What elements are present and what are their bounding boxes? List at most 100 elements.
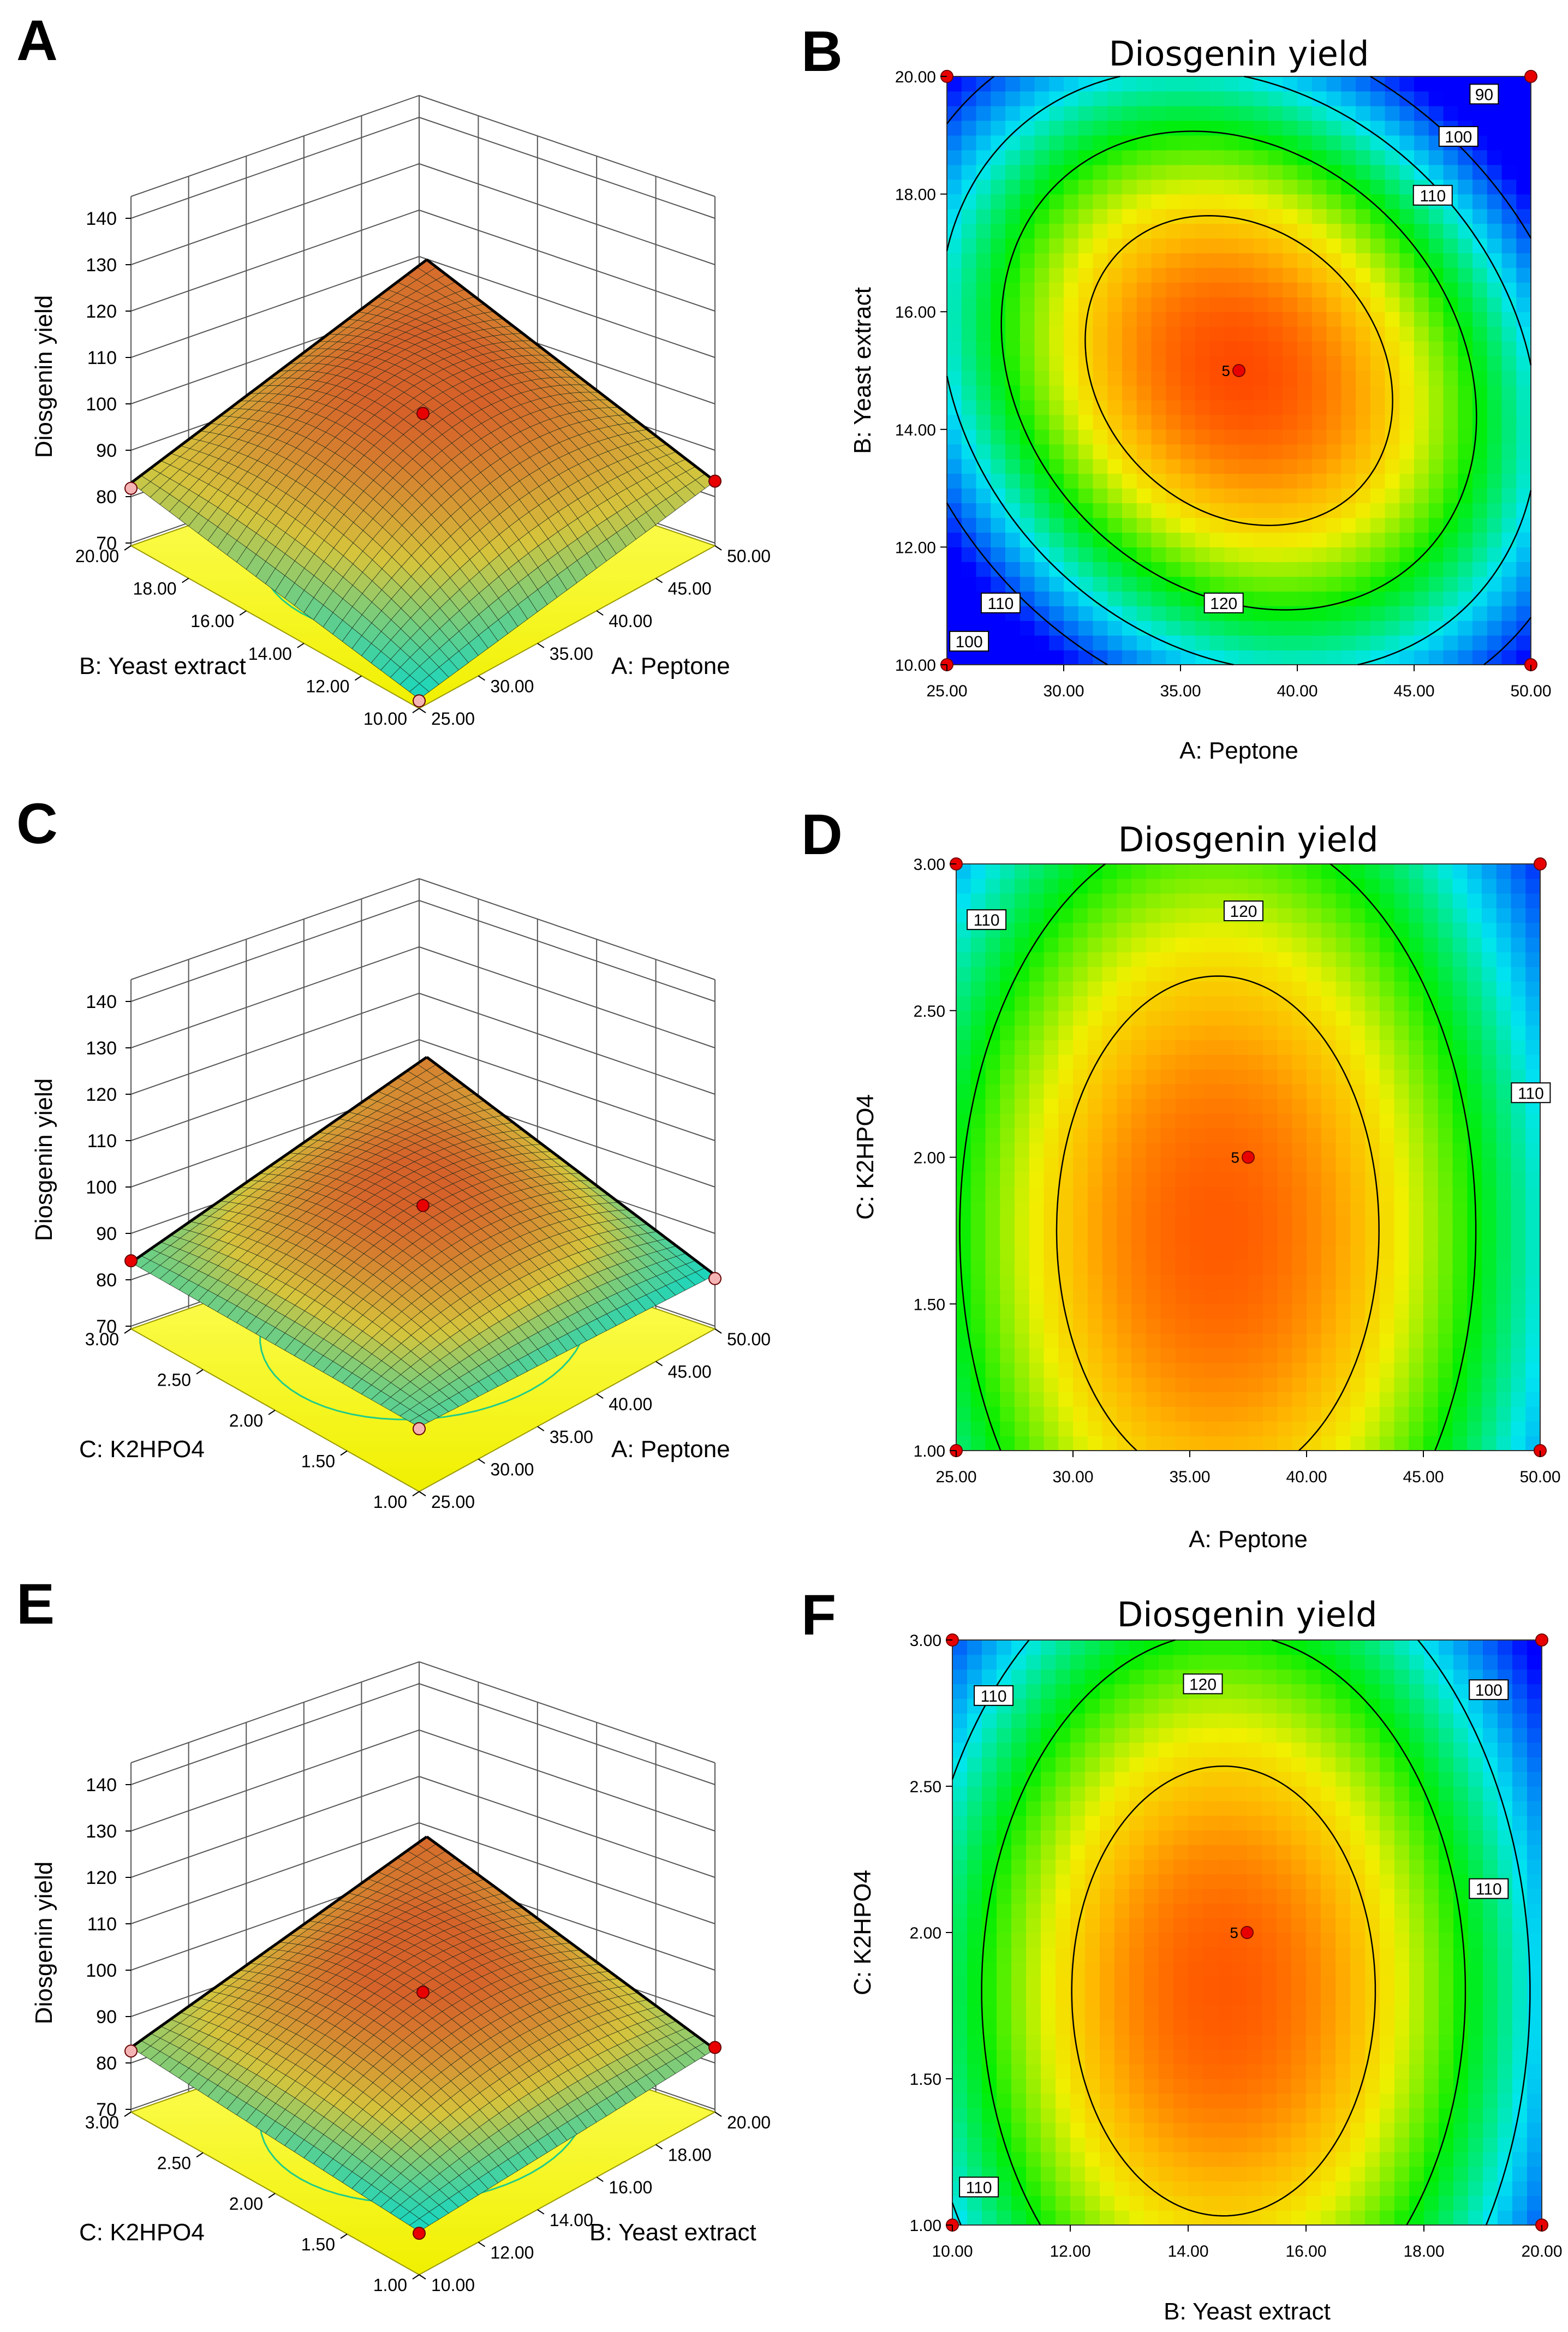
heatmap-cell [1093, 429, 1108, 445]
heatmap-cell [1356, 194, 1371, 210]
heatmap-cell [1020, 135, 1035, 151]
heatmap-cell [1049, 458, 1064, 474]
contour-label: 120 [1210, 595, 1237, 613]
heatmap-cell [1458, 297, 1473, 312]
heatmap-cell [970, 1216, 986, 1231]
heatmap-cell [1136, 591, 1152, 606]
heatmap-cell [1443, 371, 1458, 386]
heatmap-cell [1166, 326, 1181, 342]
right-tick-mark [478, 2241, 485, 2247]
heatmap-cell [1311, 429, 1327, 445]
heatmap-cell [1015, 893, 1030, 909]
heatmap-cell [976, 356, 991, 371]
heatmap-cell [976, 150, 991, 165]
heatmap-cell [1073, 1304, 1088, 1319]
heatmap-cell [1136, 312, 1152, 327]
heatmap-cell [1297, 576, 1313, 592]
heatmap-cell [1458, 164, 1473, 180]
heatmap-cell [961, 414, 977, 430]
heatmap-cell [1487, 371, 1503, 386]
heatmap-cell [970, 1230, 986, 1246]
heatmap-cell [1283, 91, 1298, 106]
heatmap-cell [961, 105, 977, 121]
design-point [124, 2044, 138, 2058]
heatmap-cell [1326, 105, 1342, 121]
heatmap-cell [1107, 208, 1123, 224]
grid-line [419, 1822, 716, 1924]
heatmap-cell [1015, 1113, 1030, 1129]
heatmap-cell [1044, 878, 1059, 894]
heatmap-cell [1000, 1113, 1015, 1129]
heatmap-cell [1385, 76, 1400, 92]
heatmap-cell [1458, 194, 1473, 210]
heatmap-cell [1399, 399, 1415, 415]
heatmap-cell [1414, 371, 1429, 386]
heatmap-cell [1000, 1201, 1015, 1216]
heatmap-cell [991, 164, 1006, 180]
heatmap-cell [1487, 164, 1503, 180]
heatmap-cell [991, 414, 1006, 430]
heatmap-cell [976, 105, 991, 121]
heatmap-cell [1311, 488, 1327, 504]
heatmap-cell [1136, 399, 1152, 415]
heatmap-cell [1487, 194, 1503, 210]
heatmap-cell [1015, 922, 1030, 938]
heatmap-cell [1029, 1069, 1045, 1084]
heatmap-cell [1049, 253, 1064, 268]
heatmap-cell [1239, 429, 1254, 445]
heatmap-cell [1370, 473, 1386, 489]
heatmap-cell [1501, 606, 1517, 621]
heatmap-cell [1443, 606, 1458, 621]
heatmap-cell [961, 341, 977, 356]
heatmap-cell [1399, 371, 1415, 386]
design-point [416, 1198, 430, 1212]
design-point [416, 1985, 430, 1999]
heatmap-cell [1073, 1172, 1088, 1187]
heatmap-cell [991, 399, 1006, 415]
heatmap-cell [1239, 194, 1254, 210]
heatmap-cell [1239, 267, 1254, 283]
heatmap-cell [1501, 223, 1517, 239]
heatmap-cell [1268, 326, 1283, 342]
heatmap-cell [1078, 91, 1094, 106]
heatmap-cell [970, 1421, 986, 1436]
y-tick-label: 10.00 [895, 657, 936, 675]
heatmap-cell [1399, 179, 1415, 195]
heatmap-cell [1044, 1025, 1059, 1041]
heatmap-cell [1268, 591, 1283, 606]
heatmap-cell [1195, 238, 1211, 254]
heatmap-cell [1283, 164, 1298, 180]
heatmap-cell [1000, 1392, 1015, 1407]
heatmap-cell [1297, 650, 1313, 665]
heatmap-cell [1029, 1172, 1045, 1187]
heatmap-cell [1151, 282, 1166, 297]
heatmap-cell [1093, 194, 1108, 210]
heatmap-cell [1195, 135, 1211, 151]
heatmap-cell [1326, 399, 1342, 415]
heatmap-cell [1000, 1274, 1015, 1290]
heatmap-cell [1005, 444, 1021, 460]
heatmap-cell [1209, 444, 1225, 460]
right-tick-mark [714, 545, 722, 551]
heatmap-cell [1058, 1040, 1074, 1055]
heatmap-cell [1268, 444, 1283, 460]
heatmap-cell [1015, 981, 1030, 997]
heatmap-cell [1015, 1069, 1030, 1084]
heatmap-cell [1399, 135, 1415, 151]
right-tick-label: 14.00 [550, 2210, 593, 2230]
heatmap-cell [1443, 253, 1458, 268]
heatmap-cell [1516, 371, 1531, 386]
heatmap-cell [1428, 91, 1444, 106]
heatmap-cell [1428, 606, 1444, 621]
heatmap-cell [1058, 995, 1074, 1011]
heatmap-cell [1356, 76, 1371, 92]
heatmap-cell [976, 238, 991, 254]
heatmap-cell [1268, 399, 1283, 415]
heatmap-cell [985, 1319, 1000, 1334]
heatmap-cell [1414, 150, 1429, 165]
heatmap-cell [1414, 562, 1429, 577]
heatmap-cell [1341, 150, 1356, 165]
heatmap-cell [1181, 414, 1196, 430]
heatmap-cell [1341, 488, 1356, 504]
heatmap-cell [1268, 429, 1283, 445]
